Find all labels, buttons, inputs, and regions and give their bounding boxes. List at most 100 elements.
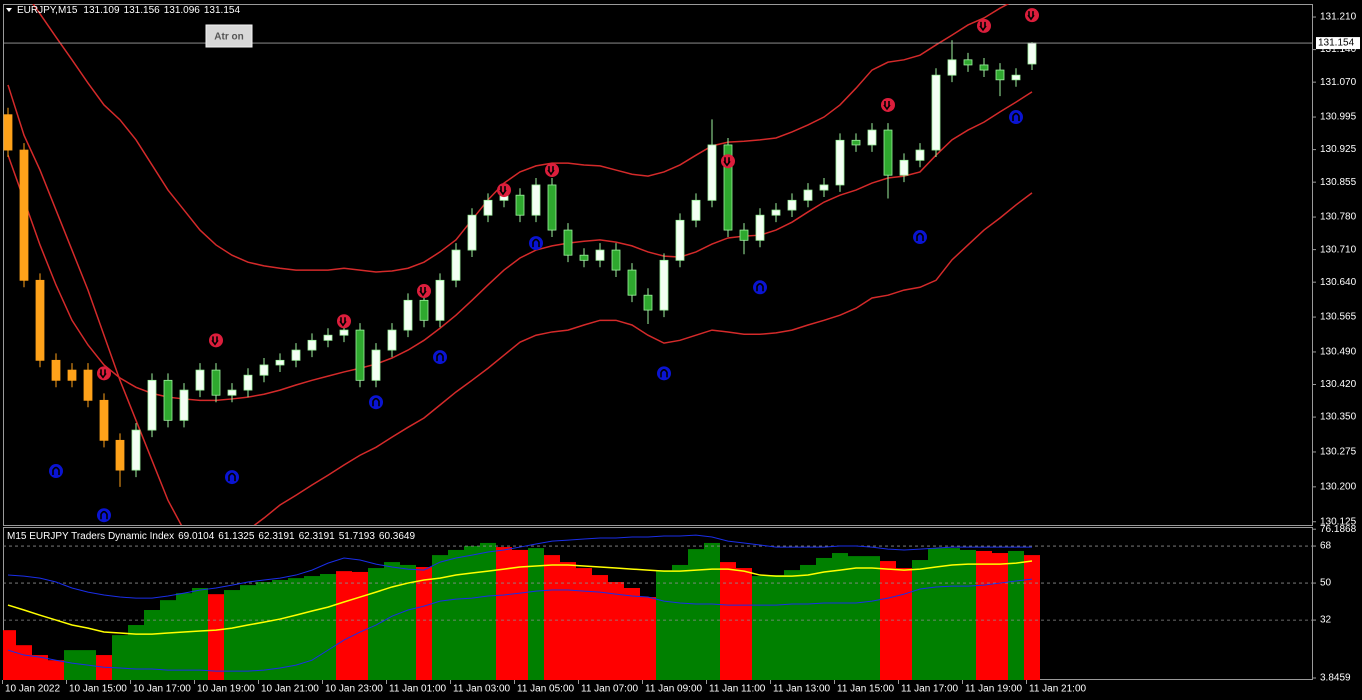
candle-body [675, 219, 685, 261]
candle-body [163, 379, 173, 421]
buy-signal [433, 350, 447, 365]
y-tick-label: 130.995 [1320, 112, 1357, 123]
button-label[interactable]: Atr on [214, 32, 243, 43]
histogram-bar [672, 564, 688, 680]
candle-body [931, 74, 941, 151]
signal-arrow [372, 397, 380, 407]
signal-arrow [883, 100, 891, 111]
candle-body [1011, 74, 1021, 81]
histogram-bar [544, 555, 560, 680]
indicator-value: 62.3191 [258, 531, 295, 542]
histogram-bar [560, 562, 576, 680]
sell-signal [337, 314, 351, 329]
y-tick-label: 131.210 [1320, 12, 1357, 23]
candle-body [659, 259, 669, 311]
price-label-box [1316, 37, 1360, 50]
histogram-bar [752, 576, 768, 680]
signal-arrow [419, 287, 427, 297]
sell-signal [721, 154, 735, 169]
indicator-line [7, 560, 1033, 635]
candle-body [611, 249, 621, 271]
signal-arrow [499, 186, 507, 196]
candle-body [291, 349, 301, 361]
button-face[interactable] [205, 24, 253, 48]
signal-disc [225, 470, 239, 485]
y-tick-label: 68 [1320, 541, 1332, 552]
main-frame [3, 4, 1313, 526]
signal-disc [529, 236, 543, 251]
candle-body [707, 144, 717, 201]
candle-body [979, 64, 989, 71]
y-tick-label: 130.275 [1320, 447, 1357, 458]
histogram-bar [256, 582, 272, 680]
histogram-bar [880, 561, 896, 680]
candle-body [131, 429, 141, 471]
signal-disc [49, 464, 63, 479]
histogram-bar [928, 548, 944, 680]
histogram-bar [304, 576, 320, 680]
candle-body [963, 59, 973, 66]
menu-triangle[interactable] [6, 8, 12, 12]
histogram-bar [240, 585, 256, 680]
buy-signal [49, 464, 63, 479]
y-tick-label: 130.925 [1320, 144, 1357, 155]
sell-signal [977, 18, 991, 33]
histogram-bar [48, 660, 64, 680]
histogram-bar [384, 562, 400, 680]
sell-signal [97, 366, 111, 381]
candle-body [739, 229, 749, 241]
candle-body [147, 379, 157, 431]
candle-body [803, 189, 813, 201]
histogram-bar [320, 574, 336, 680]
signal-arrow [756, 283, 764, 292]
candle-body [307, 339, 317, 351]
histogram-bar [288, 578, 304, 680]
histogram-bar [576, 568, 592, 680]
x-tick-label: 11 Jan 09:00 [645, 684, 703, 695]
histogram-bar [976, 550, 992, 680]
histogram-bar [432, 555, 448, 680]
signal-arrow [228, 472, 236, 482]
histogram-bar [960, 549, 976, 680]
candle-body [515, 194, 525, 216]
histogram-bar [512, 549, 528, 680]
histogram-bar [800, 564, 816, 680]
candle-body [467, 214, 477, 251]
y-tick-label: 130.350 [1320, 412, 1357, 423]
candle-body [627, 269, 637, 296]
x-tick-label: 10 Jan 19:00 [197, 684, 255, 695]
candle-body [899, 159, 909, 176]
y-tick-label: 130.125 [1320, 516, 1357, 527]
histogram-bar [480, 542, 496, 680]
candle-body [1027, 42, 1037, 65]
signal-arrow [532, 238, 540, 248]
candle-body [835, 139, 845, 186]
atr-button[interactable]: Atr on [205, 24, 253, 48]
signal-disc [881, 97, 895, 112]
histogram-bar [944, 548, 960, 680]
indicator-line [7, 578, 1033, 672]
x-tick-label: 11 Jan 13:00 [773, 684, 831, 695]
x-tick-label: 10 Jan 23:00 [325, 684, 383, 695]
candle-body [915, 149, 925, 161]
signal-arrow [979, 21, 987, 32]
histogram-bar [176, 593, 192, 680]
axes: 131.210 131.140 131.070 130.995 130.925 130.8… [2, 12, 1360, 695]
candle-body [547, 184, 557, 231]
histogram-bar [528, 548, 544, 680]
sell-signal [1025, 8, 1039, 23]
candle-body [323, 334, 333, 341]
band-line [7, 91, 1033, 402]
signal-arrow [100, 510, 108, 520]
histogram-bar [96, 655, 112, 680]
signal-arrow [99, 369, 107, 379]
candle-body [595, 249, 605, 261]
buy-signal [225, 470, 239, 485]
histogram-bar [704, 542, 720, 680]
signal-disc [977, 18, 991, 33]
candle-body [179, 389, 189, 421]
x-tick-label: 10 Jan 17:00 [133, 684, 191, 695]
candle-body [211, 369, 221, 396]
candle-body [483, 199, 493, 216]
x-tick-label: 10 Jan 15:00 [69, 684, 127, 695]
